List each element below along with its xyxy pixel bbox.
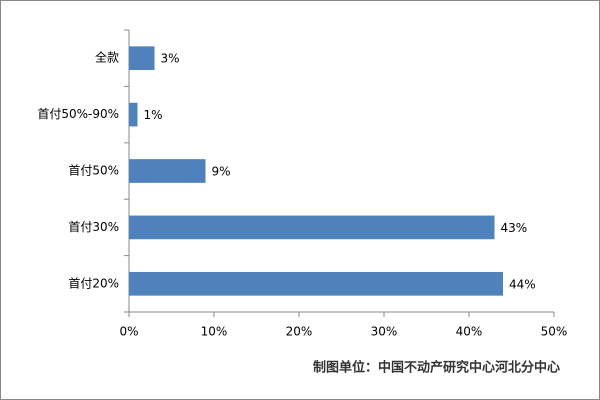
x-tick-label: 50% — [541, 325, 568, 339]
value-label: 43% — [501, 221, 528, 235]
y-tick-label: 首付50% — [68, 164, 119, 178]
value-label: 44% — [509, 277, 536, 291]
value-label: 9% — [212, 165, 231, 179]
x-tick-label: 10% — [201, 325, 228, 339]
y-tick-label: 首付30% — [68, 220, 119, 234]
value-label: 3% — [161, 52, 180, 66]
bar — [129, 215, 495, 240]
y-tick-label: 全款 — [95, 50, 119, 65]
y-tick-label: 首付50%-90% — [37, 107, 119, 121]
x-tick-label: 40% — [456, 325, 483, 339]
y-tick-label: 首付20% — [68, 276, 119, 290]
bar — [129, 46, 155, 71]
bar — [129, 159, 206, 183]
bar — [129, 271, 503, 296]
x-tick-label: 0% — [119, 325, 138, 339]
x-tick-label: 30% — [371, 325, 398, 339]
value-label: 1% — [144, 108, 163, 122]
bar — [129, 102, 138, 127]
source-note: 制图单位：中国不动产研究中心河北分中心 — [313, 360, 560, 376]
x-tick-label: 20% — [286, 325, 313, 339]
